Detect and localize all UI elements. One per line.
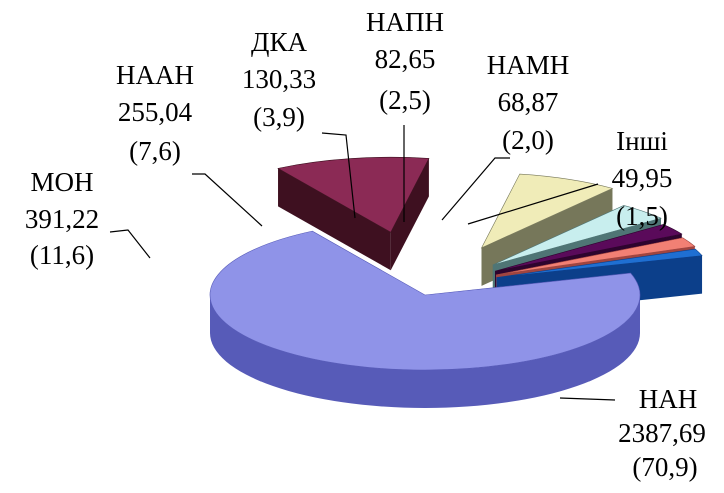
slice-outer-wall <box>210 295 640 408</box>
slice-label-label: МОН <box>30 167 93 197</box>
slice-side-1 <box>278 158 429 271</box>
slice-label-label: НАМН <box>487 50 570 80</box>
leader-line <box>467 183 599 225</box>
slice-label-value_text: 2387,69 <box>618 418 706 448</box>
slice-label-value_text: 130,33 <box>242 64 316 94</box>
slice-label-value_text: 255,04 <box>118 97 193 127</box>
leader-line <box>109 229 151 259</box>
pie-slice-НАМН <box>495 237 696 276</box>
slice-wall <box>390 158 429 271</box>
slice-label-percent_text: (1,5) <box>616 201 668 231</box>
slice-wall <box>278 168 391 271</box>
pie-slice-НААН <box>480 173 614 249</box>
slice-label-percent_text: (70,9) <box>632 452 697 482</box>
slice-label-label: НАПН <box>366 7 444 37</box>
leader-line <box>192 173 263 227</box>
pie-slice-Інші <box>496 248 703 278</box>
slice-label-value_text: 391,22 <box>25 204 99 234</box>
slice-label-percent_text: (3,9) <box>253 102 305 132</box>
slice-label-label: ДКА <box>251 27 307 57</box>
pie-slice-НАН <box>209 230 641 371</box>
slice-label-label: Інші <box>616 126 668 156</box>
pie-slice-ДКА <box>492 205 662 266</box>
slice-label-value_text: 82,65 <box>375 44 436 74</box>
slice-label-label: НАН <box>639 384 698 414</box>
leader-line <box>441 157 510 221</box>
slice-label-value_text: 68,87 <box>498 87 559 117</box>
slice-tops <box>209 156 703 371</box>
pie-slice-НАПН <box>494 224 683 272</box>
slice-labels: НАН 2387,69 (70,9) МОН 391,22 (11,6) НААН 255,0… <box>25 7 706 482</box>
pie-slice-МОН <box>277 156 430 233</box>
slice-label-label: НААН <box>116 60 194 90</box>
leader-lines <box>109 125 616 401</box>
leader-line <box>321 132 356 219</box>
slice-label-percent_text: (11,6) <box>30 240 94 270</box>
slice-label-percent_text: (2,5) <box>379 85 431 115</box>
slice-label-percent_text: (2,0) <box>502 125 554 155</box>
slice-label-value_text: 49,95 <box>612 163 673 193</box>
slice-label-percent_text: (7,6) <box>129 136 181 166</box>
leader-line <box>559 397 616 401</box>
